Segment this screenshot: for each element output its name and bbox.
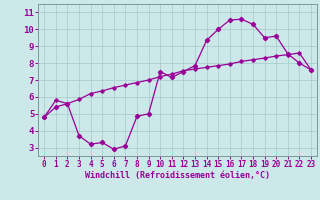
- X-axis label: Windchill (Refroidissement éolien,°C): Windchill (Refroidissement éolien,°C): [85, 171, 270, 180]
